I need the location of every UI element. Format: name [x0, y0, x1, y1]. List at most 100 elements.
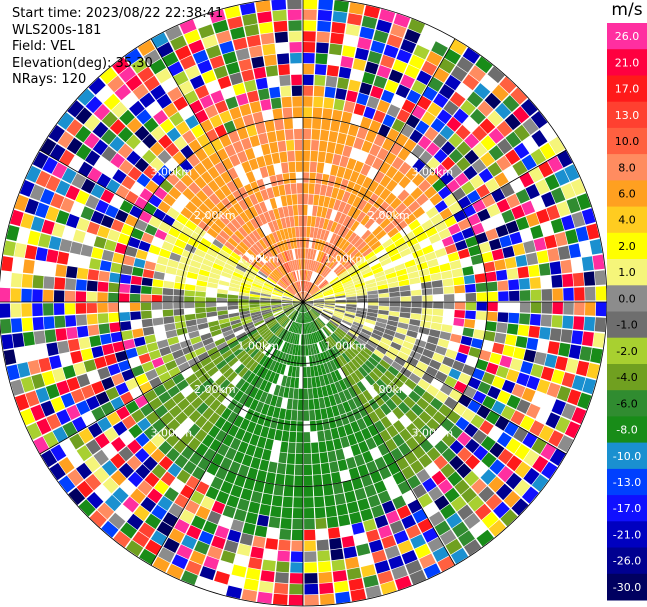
radar-gate	[345, 556, 360, 570]
radar-gate	[214, 124, 227, 138]
radar-gate	[303, 291, 304, 302]
radar-gate	[489, 352, 502, 365]
radar-gate	[346, 348, 357, 358]
radar-gate	[417, 135, 432, 150]
radar-gate	[277, 550, 290, 562]
radar-gate	[525, 184, 540, 200]
radar-gate	[327, 322, 337, 331]
radar-gate	[372, 266, 384, 275]
radar-gate	[409, 277, 421, 285]
radar-gate	[585, 302, 596, 316]
radar-gate	[311, 321, 318, 332]
radar-gate	[187, 356, 200, 367]
radar-gate	[297, 194, 303, 205]
radar-gate	[274, 338, 282, 349]
radar-gate	[362, 325, 374, 333]
radar-gate	[231, 275, 243, 282]
radar-gate	[448, 133, 463, 148]
radar-gate	[341, 227, 350, 238]
radar-gate	[303, 299, 313, 302]
radar-gate	[426, 142, 440, 157]
radar-gate	[407, 200, 421, 213]
radar-gate	[400, 307, 411, 313]
radar-gate	[434, 220, 448, 233]
radar-gate	[480, 152, 495, 167]
radar-gate	[375, 321, 387, 329]
radar-gate	[239, 288, 250, 294]
radar-gate	[254, 215, 264, 227]
radar-gate	[303, 399, 309, 410]
radar-gate	[344, 350, 354, 361]
radar-gate	[186, 325, 199, 333]
radar-gate	[310, 321, 316, 332]
radar-gate	[331, 405, 340, 417]
radar-gate	[264, 315, 274, 322]
radar-gate	[246, 372, 256, 384]
radar-gate	[277, 53, 290, 65]
radar-gate	[374, 514, 389, 529]
radar-gate	[245, 235, 255, 246]
radar-gate	[356, 241, 367, 251]
radar-gate	[303, 294, 311, 302]
radar-gate	[176, 379, 189, 391]
radar-gate	[269, 335, 278, 346]
colorbar-tick-label: -26.0	[613, 555, 641, 568]
radar-gate	[166, 447, 180, 462]
radar-gate	[439, 84, 455, 100]
radar-gate	[250, 309, 261, 314]
radar-gate	[371, 382, 383, 394]
radar-gate	[283, 251, 290, 262]
radar-gate	[198, 269, 210, 277]
radar-gate	[475, 359, 489, 371]
radar-gate	[141, 285, 152, 294]
radar-gate	[174, 282, 185, 290]
radar-gate	[388, 69, 404, 84]
colorbar-swatch	[607, 206, 647, 234]
radar-gate	[520, 361, 534, 375]
radar-gate	[98, 270, 110, 282]
radar-gate	[288, 442, 296, 454]
radar-gate	[320, 253, 328, 264]
radar-gate	[236, 244, 247, 255]
radar-gate	[324, 297, 335, 300]
radar-gate	[303, 292, 307, 302]
radar-gate	[215, 375, 227, 386]
radar-gate	[328, 197, 336, 209]
radar-gate	[174, 180, 188, 193]
radar-gate	[250, 411, 261, 424]
radar-gate	[483, 261, 496, 273]
radar-gate	[26, 422, 42, 440]
radar-gate	[209, 324, 221, 332]
radar-gate	[275, 396, 283, 408]
radar-gate	[531, 437, 547, 455]
radar-gate	[441, 236, 455, 247]
colorbar-swatch	[607, 232, 647, 260]
radar-gate	[480, 135, 496, 151]
radar-gate	[465, 438, 480, 454]
radar-gate	[367, 340, 378, 349]
radar-gate	[64, 290, 76, 302]
radar-gate	[214, 416, 227, 429]
radar-gate	[244, 324, 255, 332]
radar-gate	[65, 315, 77, 327]
radar-gate	[536, 250, 549, 264]
radar-gate	[249, 361, 259, 372]
radar-gate	[433, 164, 448, 178]
radar-gate	[422, 477, 437, 493]
radar-gate	[304, 270, 307, 281]
radar-gate	[414, 543, 431, 559]
radar-gate	[444, 302, 455, 310]
radar-gate	[204, 104, 219, 119]
radar-gate	[49, 144, 66, 161]
radar-gate	[279, 279, 288, 288]
radar-gate	[521, 486, 539, 504]
radar-gate	[404, 335, 416, 344]
radar-gate	[233, 451, 245, 464]
radar-gate	[462, 74, 480, 91]
radar-gate	[274, 286, 285, 293]
radar-gate	[567, 389, 582, 406]
radar-gate	[472, 142, 488, 158]
radar-gate	[396, 49, 412, 64]
radar-gate	[386, 179, 398, 192]
radar-gate	[57, 112, 75, 130]
